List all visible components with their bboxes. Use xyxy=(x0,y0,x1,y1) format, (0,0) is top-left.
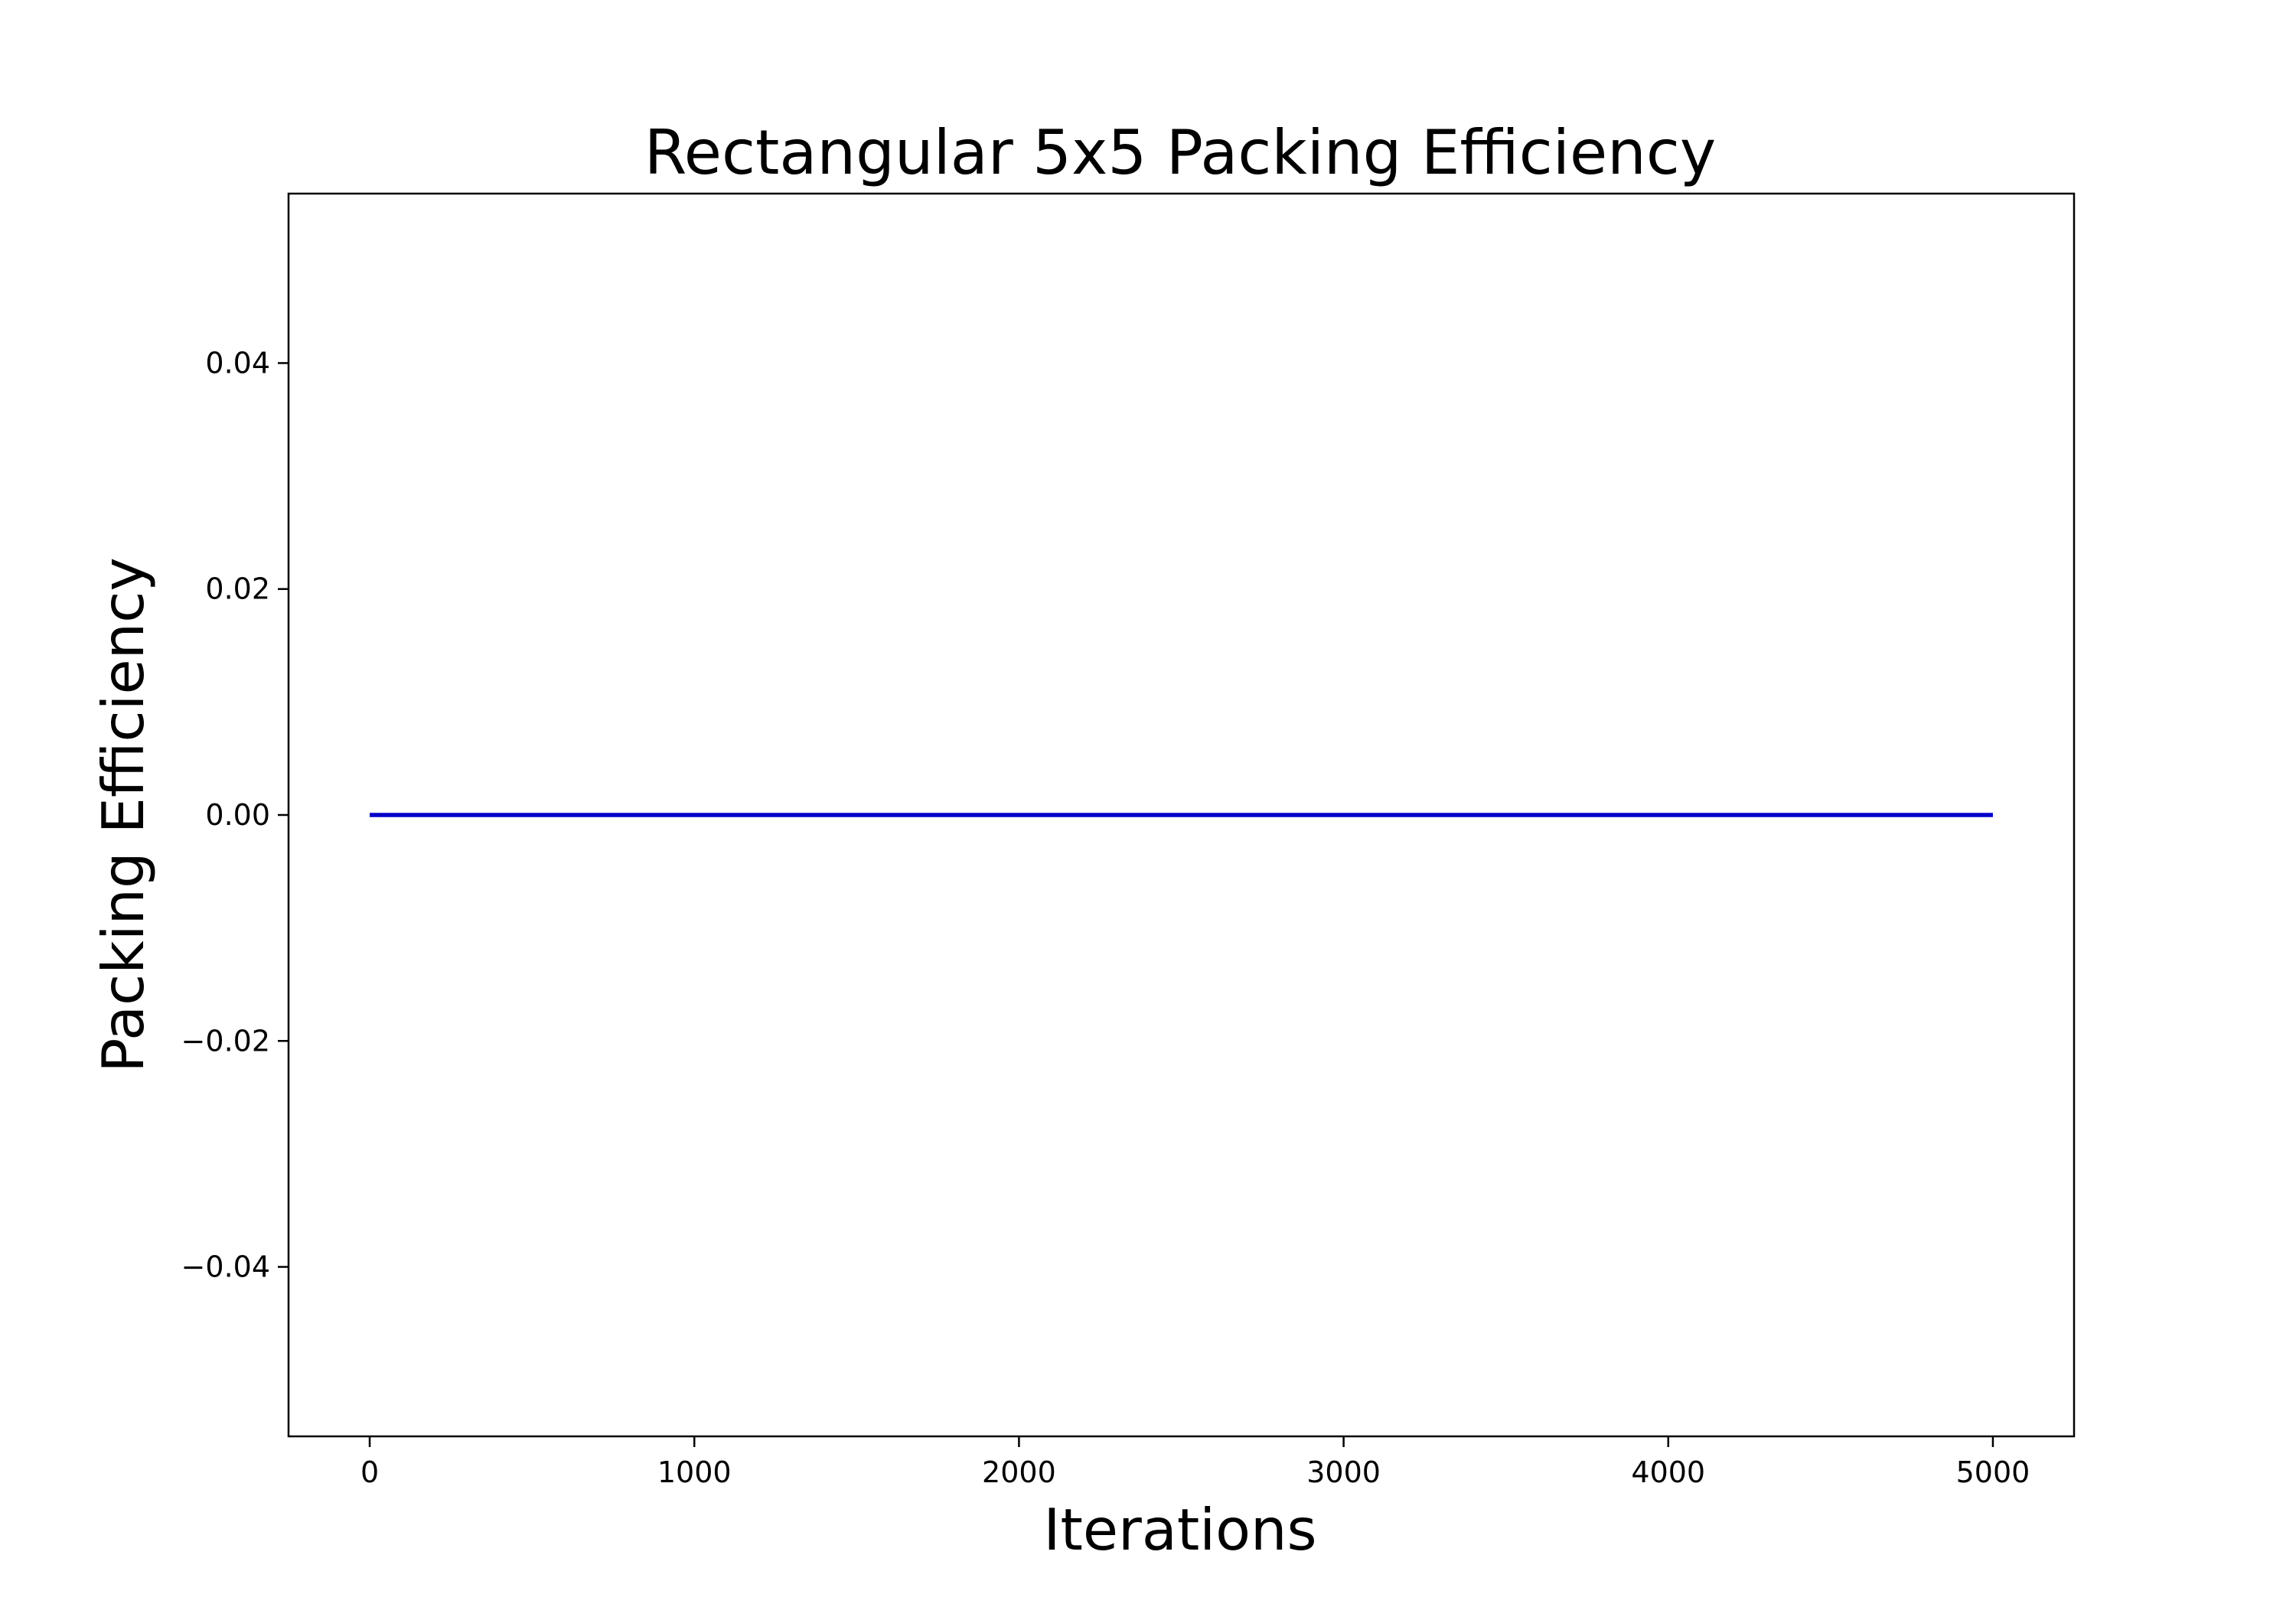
y-tick-label: −0.04 xyxy=(181,1250,270,1284)
y-axis-title: Packing Efficiency xyxy=(90,557,157,1073)
y-axis-ticks: −0.04 −0.02 0.00 0.02 0.04 xyxy=(181,346,289,1284)
x-tick-label: 5000 xyxy=(1956,1455,2030,1489)
y-tick-label: 0.02 xyxy=(205,572,270,606)
plot-frame xyxy=(287,192,2076,1438)
chart-title: Rectangular 5x5 Packing Efficiency xyxy=(644,117,1716,188)
x-tick-label: 3000 xyxy=(1306,1455,1381,1489)
x-axis-title: Iterations xyxy=(1043,1496,1316,1563)
x-axis-ticks: 0 1000 2000 3000 4000 5000 xyxy=(360,1436,2030,1489)
x-tick-label: 0 xyxy=(360,1455,379,1489)
y-tick-label: 0.00 xyxy=(205,798,270,832)
y-tick-label: 0.04 xyxy=(205,346,270,380)
y-tick-label: −0.02 xyxy=(181,1024,270,1058)
x-tick-label: 2000 xyxy=(982,1455,1056,1489)
x-tick-label: 1000 xyxy=(657,1455,732,1489)
x-tick-label: 4000 xyxy=(1631,1455,1705,1489)
